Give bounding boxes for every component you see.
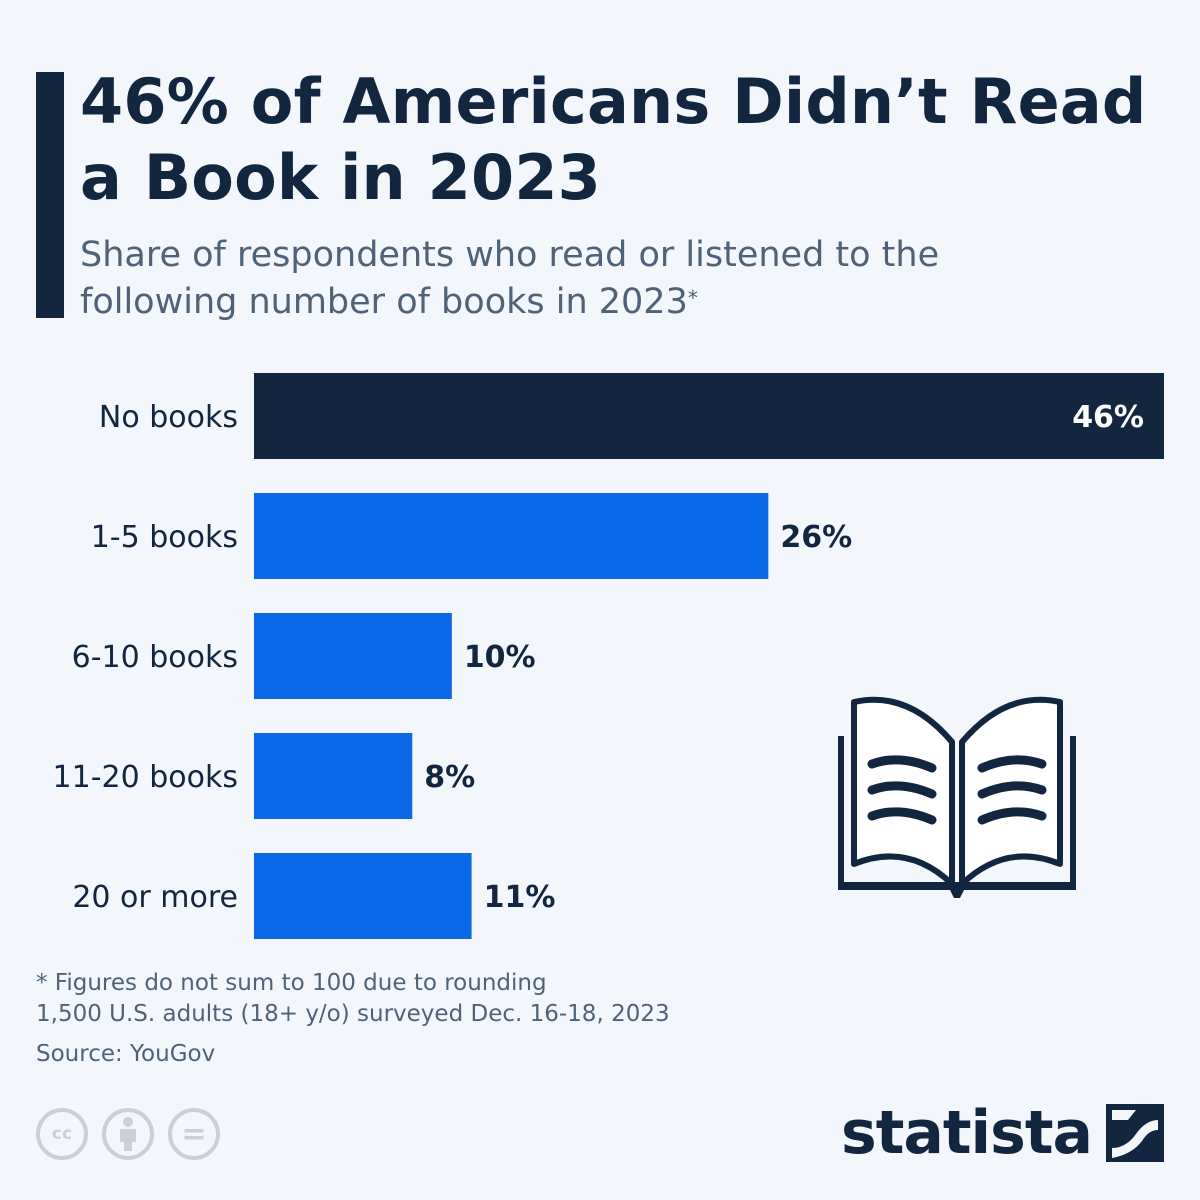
statista-mark-icon [1106, 1104, 1164, 1162]
no-derivatives-icon: = [168, 1108, 220, 1160]
bar-chart: No books 46% 1-5 books 26% 6-10 books 10% 11-2… [53, 373, 1164, 939]
person-icon [102, 1108, 154, 1160]
value-label-0: 46% [1072, 400, 1144, 435]
category-label-4: 20 or more [72, 880, 238, 915]
page-title: 46% of Americans Didn’t Read a Book in 2… [80, 65, 1147, 214]
value-label-3: 8% [424, 760, 475, 795]
person-glyph [120, 1117, 136, 1151]
subtitle-text: Share of respondents who read or listene… [80, 235, 940, 322]
survey-note: 1,500 U.S. adults (18+ y/o) surveyed Dec… [36, 1001, 670, 1027]
value-label-1: 26% [780, 520, 852, 555]
title-accent-bar [36, 72, 64, 318]
bar-1 [254, 493, 769, 579]
footnotes: * Figures do not sum to 100 due to round… [36, 968, 936, 1070]
bar-2 [254, 613, 452, 699]
bar-0 [254, 373, 1164, 459]
license-badges: cc = [36, 1108, 220, 1160]
source-note: Source: YouGov [36, 1041, 216, 1067]
value-label-4: 11% [484, 880, 556, 915]
subtitle-footnote-marker: * [687, 286, 698, 310]
category-label-2: 6-10 books [72, 640, 238, 675]
rounding-note: * Figures do not sum to 100 due to round… [36, 970, 547, 996]
cc-icon: cc [36, 1108, 88, 1160]
bar-3 [254, 733, 413, 819]
subtitle: Share of respondents who read or listene… [80, 232, 980, 326]
category-label-1: 1-5 books [91, 520, 238, 555]
open-book-icon [838, 696, 1076, 898]
category-label-0: No books [99, 400, 238, 435]
brand-logo[interactable]: statista [841, 1098, 1164, 1168]
brand-name: statista [840, 1098, 1093, 1168]
bar-4 [254, 853, 472, 939]
category-label-3: 11-20 books [53, 760, 238, 795]
value-label-2: 10% [464, 640, 536, 675]
